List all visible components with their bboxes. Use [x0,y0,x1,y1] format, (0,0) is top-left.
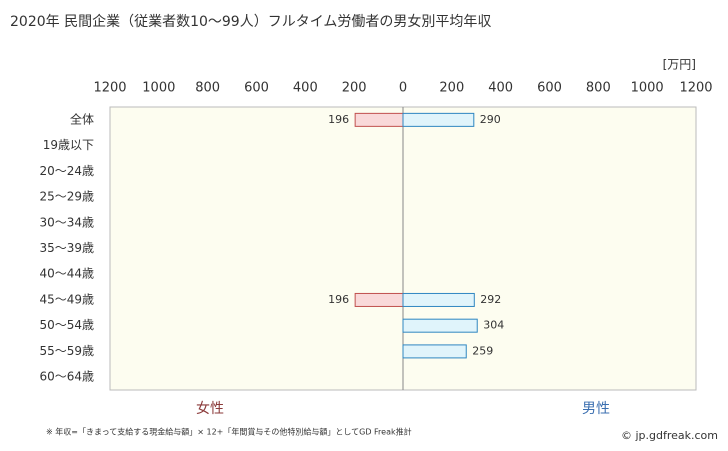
x-tick-label: 800 [195,81,220,96]
legend-label: 男性 [582,401,610,417]
x-tick-label: 0 [399,81,407,96]
y-tick-label: 40～44歳 [39,267,94,281]
bar [354,292,404,307]
y-tick-label: 30～34歳 [39,215,94,229]
x-tick-label: 800 [586,81,611,96]
bar [402,112,475,127]
value-label: 196 [328,293,349,306]
unit-label: [万円] [663,58,696,72]
y-tick-label: 25～29歳 [39,190,94,204]
x-tick-label: 600 [244,81,269,96]
value-label: 304 [483,319,504,332]
footnote: ※ 年収=「きまって支給する現金給与額」× 12+「年間賞与その他特別給与額」と… [46,427,412,437]
bar [402,344,467,359]
value-label: 292 [480,293,501,306]
y-tick-label: 35～39歳 [39,241,94,255]
value-label: 196 [328,113,349,126]
x-tick-label: 200 [439,81,464,96]
bar [402,318,478,333]
x-tick-label: 1200 [93,81,126,96]
x-tick-label: 200 [342,81,367,96]
y-tick-label: 45～49歳 [39,292,94,306]
y-tick-label: 55～59歳 [39,344,94,358]
legend-label: 女性 [196,400,224,417]
x-tick-label: 400 [488,81,513,96]
y-tick-label: 19歳以下 [43,138,94,152]
value-label: 290 [480,113,501,126]
chart-title: 2020年 民間企業（従業者数10～99人）フルタイム労働者の男女別平均年収 [10,13,491,30]
x-tick-label: 1000 [631,81,664,96]
y-tick-label: 20～24歳 [39,164,94,178]
source: © jp.gdfreak.com [621,429,718,442]
value-label: 259 [472,344,493,357]
y-tick-label: 50～54歳 [39,318,94,332]
x-tick-label: 1200 [679,81,712,96]
y-tick-label: 全体 [70,111,94,126]
x-tick-label: 600 [537,81,562,96]
bar [402,292,475,307]
x-tick-label: 400 [293,81,318,96]
x-tick-label: 1000 [142,81,175,96]
bar [354,112,404,127]
y-tick-label: 60～64歳 [39,370,94,384]
